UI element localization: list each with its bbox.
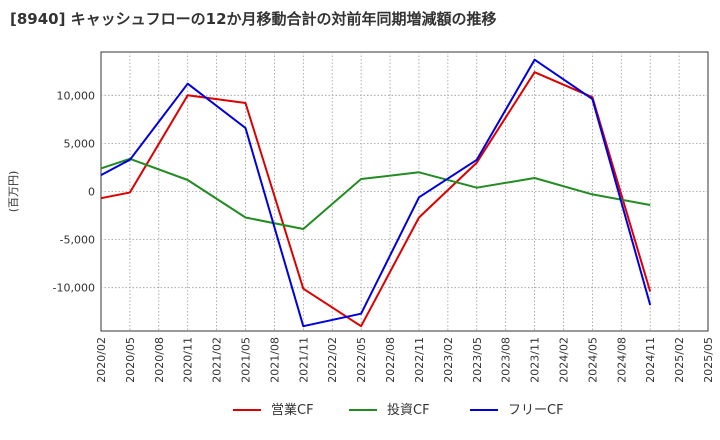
x-tick-label: 2024/02: [557, 337, 570, 383]
y-tick-label: 10,000: [57, 89, 96, 102]
series-lines: [100, 58, 652, 328]
legend-label-3: フリーCF: [508, 403, 564, 418]
series-line-2: [100, 157, 651, 230]
x-tick-label: 2025/05: [702, 337, 715, 383]
y-tick-label: 0: [88, 186, 95, 199]
chart-title: [8940] キャッシュフローの12か月移動合計の対前年同期増減額の推移: [10, 10, 497, 28]
x-tick-label: 2022/05: [355, 337, 368, 383]
x-tick-label: 2021/05: [240, 337, 253, 383]
x-tick-label: 2023/08: [500, 337, 513, 383]
grid: [100, 51, 709, 332]
x-tick-label: 2023/02: [442, 337, 455, 383]
x-tick-label: 2023/05: [471, 337, 484, 383]
y-tick-label: -5,000: [60, 234, 95, 247]
x-tick-label: 2022/08: [384, 337, 397, 383]
legend-label-1: 営業CF: [271, 402, 314, 418]
series-line-1: [100, 71, 652, 328]
y-tick-label: -10,000: [53, 282, 95, 295]
x-tick-label: 2022/02: [326, 337, 339, 383]
x-tick-label: 2020/11: [182, 337, 195, 383]
x-tick-label: 2021/08: [268, 337, 281, 383]
y-axis-title: (百万円): [7, 171, 20, 213]
x-tick-label: 2021/11: [297, 337, 310, 383]
y-tick-label: 5,000: [64, 137, 96, 150]
x-tick-label: 2024/08: [615, 337, 628, 383]
x-tick-label: 2023/11: [529, 337, 542, 383]
x-tick-label: 2022/11: [413, 337, 426, 383]
x-tick-label: 2025/02: [673, 337, 686, 383]
axes: 2020/02 2020/05 2020/08 2020/11 2021/02 2021/…: [7, 89, 715, 382]
x-tick-label: 2020/02: [95, 337, 108, 383]
series-line-3: [100, 58, 652, 328]
x-tick-label: 2020/08: [153, 337, 166, 383]
x-tick-label: 2024/11: [644, 337, 657, 383]
x-tick-label: 2020/05: [124, 337, 137, 383]
legend-label-2: 投資CF: [387, 402, 430, 418]
x-tick-label: 2024/05: [586, 337, 599, 383]
legend: 営業CF 投資CF フリーCF: [233, 402, 564, 418]
x-tick-label: 2021/02: [211, 337, 224, 383]
